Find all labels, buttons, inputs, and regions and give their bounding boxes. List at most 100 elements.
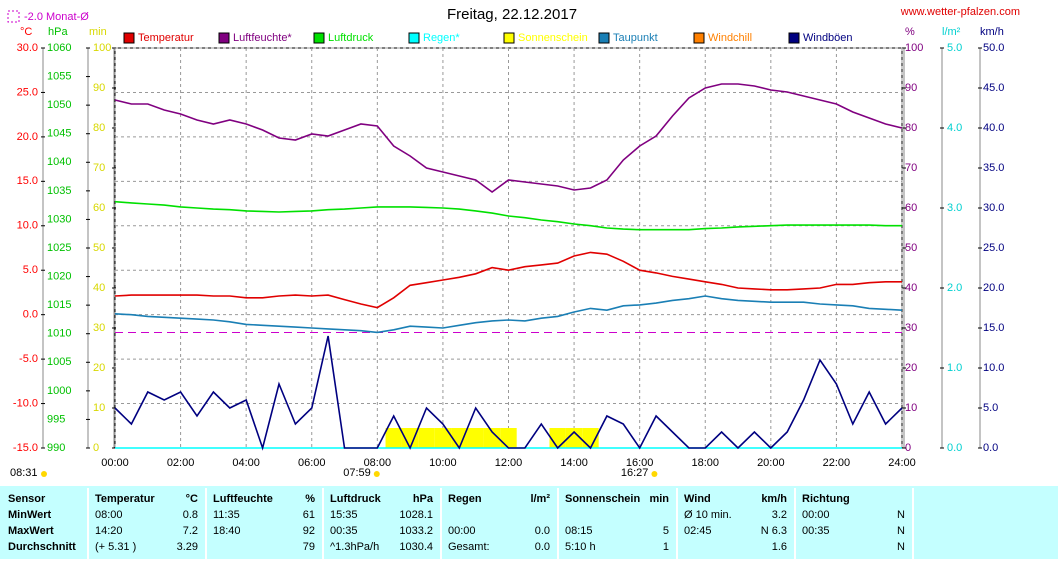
table-cell: 00:35 bbox=[330, 525, 358, 537]
y-tick-label: 1030 bbox=[47, 213, 71, 225]
table-cell: 1028.1 bbox=[399, 509, 433, 521]
y-tick-label: 20.0 bbox=[983, 282, 1004, 294]
table-cell: Durchschnitt bbox=[8, 541, 76, 553]
y-tick-label: 5.0 bbox=[947, 42, 962, 54]
sunshine-bar bbox=[500, 428, 517, 448]
y-tick-label: 10 bbox=[905, 402, 917, 414]
x-tick-label: 16:00 bbox=[626, 457, 654, 469]
y-tick-label: 15.0 bbox=[17, 175, 38, 187]
table-cell: 61 bbox=[303, 509, 315, 521]
table-cell: N bbox=[897, 525, 905, 537]
y-tick-label: 90 bbox=[905, 82, 917, 94]
y-tick-label: 70 bbox=[93, 162, 105, 174]
y-tick-label: 1005 bbox=[47, 356, 71, 368]
y-tick-label: 80 bbox=[93, 122, 105, 134]
x-tick-label: 18:00 bbox=[691, 457, 719, 469]
x-tick-label: 06:00 bbox=[298, 457, 326, 469]
table-header: Regen bbox=[448, 493, 482, 505]
y-tick-label: 1035 bbox=[47, 185, 71, 197]
table-cell: 15:35 bbox=[330, 509, 358, 521]
y-tick-label: 40 bbox=[905, 282, 917, 294]
table-cell: 3.29 bbox=[177, 541, 198, 553]
y-tick-label: 60 bbox=[905, 202, 917, 214]
table-cell: N bbox=[897, 541, 905, 553]
legend-swatch bbox=[218, 32, 230, 44]
sunshine-bar bbox=[385, 428, 402, 448]
table-cell: MinWert bbox=[8, 509, 52, 521]
series-line bbox=[114, 83, 903, 193]
y-tick-label: 40.0 bbox=[983, 122, 1004, 134]
table-header: km/h bbox=[761, 493, 787, 505]
table-cell: 7.2 bbox=[183, 525, 198, 537]
x-tick-label: 10:00 bbox=[429, 457, 457, 469]
y-tick-label: 10 bbox=[93, 402, 105, 414]
y-tick-label: 1.0 bbox=[947, 362, 962, 374]
x-tick-label: 24:00 bbox=[888, 457, 916, 469]
table-header: l/m² bbox=[530, 493, 550, 505]
legend-swatch bbox=[123, 32, 135, 44]
sun-icon bbox=[651, 471, 658, 477]
y-tick-label: 0.0 bbox=[23, 309, 38, 321]
chart-title: Freitag, 22.12.2017 bbox=[447, 6, 577, 23]
x-tick-label: 12:00 bbox=[495, 457, 523, 469]
y-tick-label: 25.0 bbox=[17, 86, 38, 98]
table-header: Sensor bbox=[8, 493, 46, 505]
sunshine-bar bbox=[418, 428, 435, 448]
y-tick-label: 1000 bbox=[47, 385, 71, 397]
legend-swatch bbox=[408, 32, 420, 44]
y-tick-label: 1050 bbox=[47, 99, 71, 111]
table-cell: MaxWert bbox=[8, 525, 54, 537]
y-tick-label: 15.0 bbox=[983, 322, 1004, 334]
legend-swatch bbox=[313, 32, 325, 44]
y-tick-label: 35.0 bbox=[983, 162, 1004, 174]
y-tick-label: 30.0 bbox=[983, 202, 1004, 214]
sunshine-bar bbox=[401, 428, 419, 448]
y-tick-label: 100 bbox=[93, 42, 111, 54]
y-tick-label: 10.0 bbox=[983, 362, 1004, 374]
y-tick-label: 3.0 bbox=[947, 202, 962, 214]
table-cell: 02:45 bbox=[684, 525, 712, 537]
y-tick-label: 50 bbox=[905, 242, 917, 254]
sun-icon bbox=[41, 471, 47, 477]
legend-swatch bbox=[788, 32, 800, 44]
x-tick-label: 04:00 bbox=[232, 457, 260, 469]
y-tick-label: 0.0 bbox=[983, 442, 998, 454]
x-tick-label: 22:00 bbox=[823, 457, 851, 469]
table-cell: Ø 10 min. bbox=[684, 509, 732, 521]
sun-icon bbox=[373, 471, 380, 477]
y-tick-label: 20 bbox=[93, 362, 105, 374]
table-cell: N bbox=[897, 509, 905, 521]
table-cell: ^1.3hPa/h bbox=[330, 541, 379, 553]
table-cell: 1033.2 bbox=[399, 525, 433, 537]
table-cell: 0.8 bbox=[183, 509, 198, 521]
y-tick-label: 1060 bbox=[47, 42, 71, 54]
y-tick-label: 20.0 bbox=[17, 131, 38, 143]
table-cell: 00:35 bbox=[802, 525, 830, 537]
y-tick-label: 4.0 bbox=[947, 122, 962, 134]
y-tick-label: 0 bbox=[905, 442, 911, 454]
table-header: Luftfeuchte bbox=[213, 493, 273, 505]
table-cell: 3.2 bbox=[772, 509, 787, 521]
y-tick-label: 10.0 bbox=[17, 220, 38, 232]
y-tick-label: 70 bbox=[905, 162, 917, 174]
table-cell: 18:40 bbox=[213, 525, 241, 537]
series-line bbox=[114, 251, 902, 309]
table-cell: N 6.3 bbox=[761, 525, 787, 537]
x-tick-label: 02:00 bbox=[167, 457, 195, 469]
y-tick-label: 0.0 bbox=[947, 442, 962, 454]
y-tick-label: 20 bbox=[905, 362, 917, 374]
sunshine-bar bbox=[565, 428, 583, 448]
table-cell: 11:35 bbox=[213, 509, 240, 521]
legend-label: Taupunkt bbox=[613, 32, 658, 44]
y-tick-label: 50.0 bbox=[983, 42, 1004, 54]
legend-label: Temperatur bbox=[138, 32, 194, 44]
table-cell: 5:10 h bbox=[565, 541, 596, 553]
avg-label: -2.0 Monat-Ø bbox=[24, 11, 89, 23]
y-tick-label: 1010 bbox=[47, 328, 71, 340]
y-tick-label: -5.0 bbox=[19, 353, 38, 365]
y-tick-label: 5.0 bbox=[23, 264, 38, 276]
y-tick-label: 45.0 bbox=[983, 82, 1004, 94]
y-tick-label: 1040 bbox=[47, 156, 71, 168]
sunshine-bar bbox=[549, 428, 566, 448]
